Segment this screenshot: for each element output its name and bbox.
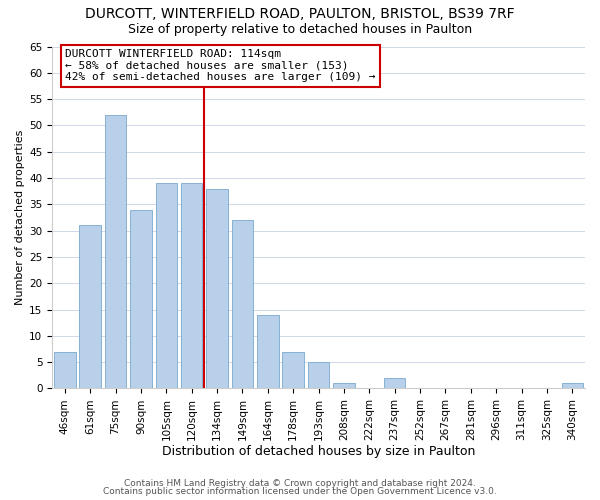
Bar [384,378,406,388]
X-axis label: Distribution of detached houses by size in Paulton: Distribution of detached houses by size … [162,444,475,458]
Bar [155,184,177,388]
Bar [181,184,202,388]
Bar [130,210,152,388]
Text: DURCOTT WINTERFIELD ROAD: 114sqm
← 58% of detached houses are smaller (153)
42% : DURCOTT WINTERFIELD ROAD: 114sqm ← 58% o… [65,49,376,82]
Bar [562,383,583,388]
Bar [308,362,329,388]
Y-axis label: Number of detached properties: Number of detached properties [15,130,25,305]
Text: Size of property relative to detached houses in Paulton: Size of property relative to detached ho… [128,22,472,36]
Bar [257,315,278,388]
Text: Contains public sector information licensed under the Open Government Licence v3: Contains public sector information licen… [103,487,497,496]
Bar [283,352,304,389]
Text: DURCOTT, WINTERFIELD ROAD, PAULTON, BRISTOL, BS39 7RF: DURCOTT, WINTERFIELD ROAD, PAULTON, BRIS… [85,8,515,22]
Bar [54,352,76,389]
Bar [79,226,101,388]
Bar [105,115,127,388]
Bar [206,188,228,388]
Text: Contains HM Land Registry data © Crown copyright and database right 2024.: Contains HM Land Registry data © Crown c… [124,478,476,488]
Bar [232,220,253,388]
Bar [333,383,355,388]
